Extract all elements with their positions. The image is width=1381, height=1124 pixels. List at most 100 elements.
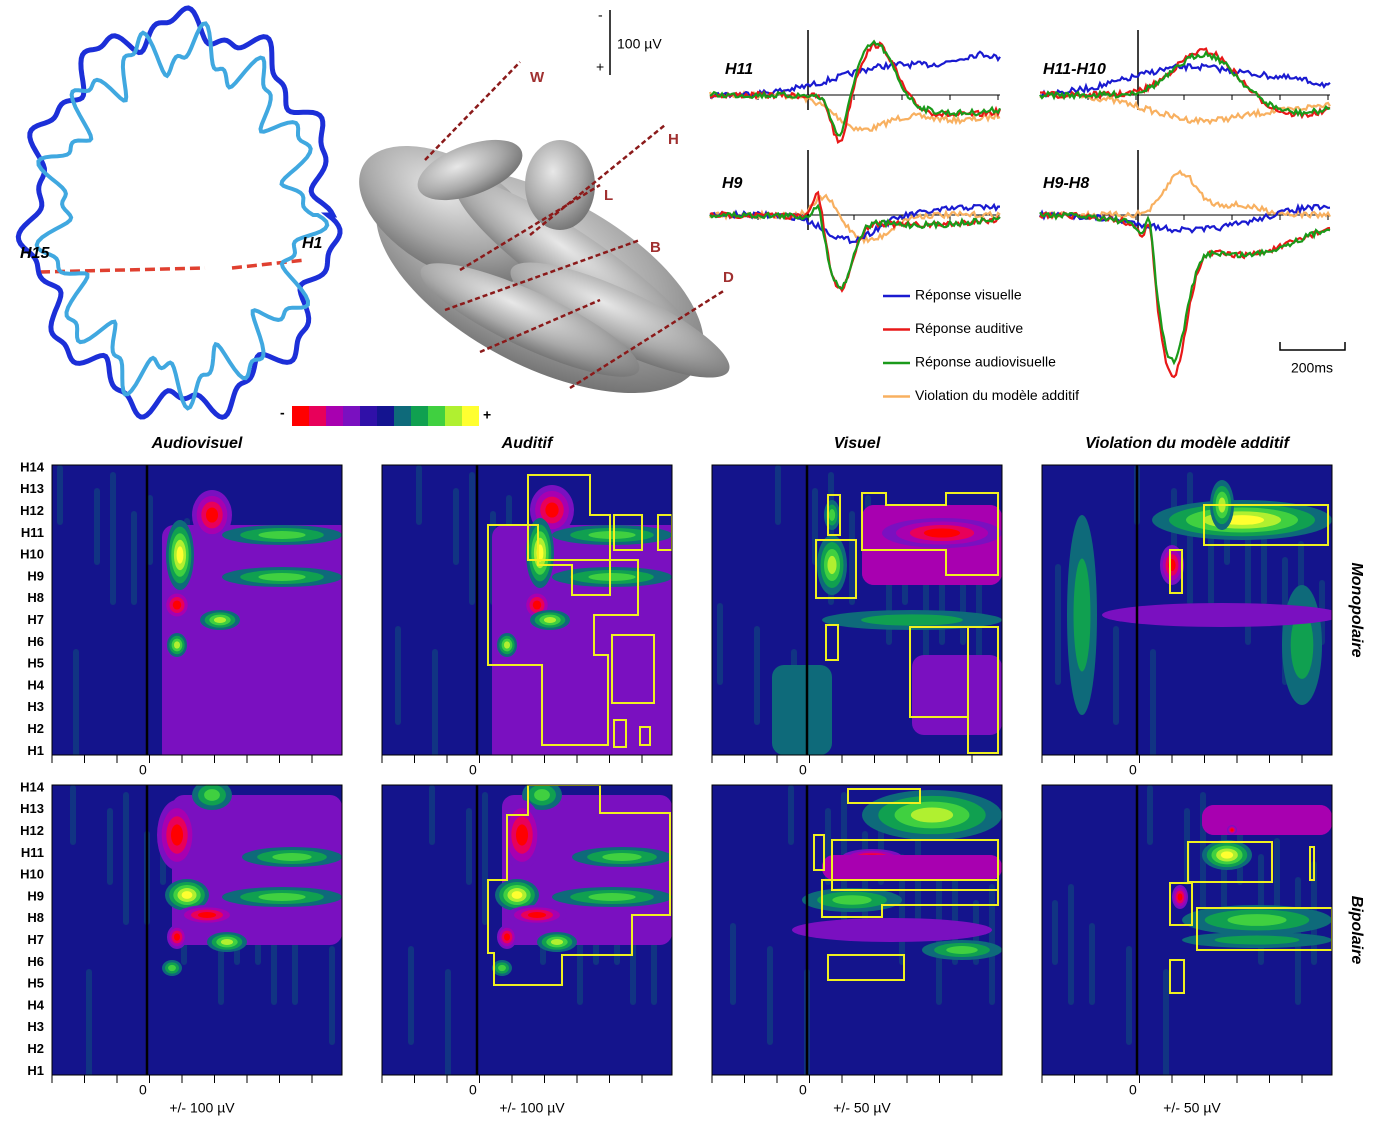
- heatmap-blob: [911, 807, 953, 822]
- heatmap-region: [822, 855, 1002, 880]
- x-label: +/- 50 µV: [1163, 1100, 1221, 1116]
- heatmap-blob: [545, 502, 558, 517]
- y-label: H3: [27, 1019, 44, 1034]
- streak: [788, 785, 794, 845]
- heatmap-blob: [588, 573, 635, 581]
- electrode-label: L: [604, 187, 613, 204]
- colorbar-segment: [343, 406, 360, 426]
- streak: [849, 511, 855, 605]
- y-label: H2: [27, 721, 44, 736]
- heatmap-blob: [861, 614, 963, 625]
- colorbar-segment: [428, 406, 445, 426]
- y-label: H5: [27, 656, 44, 671]
- heatmap-blob: [832, 895, 871, 904]
- scale-bar-label: 100 µV: [617, 36, 662, 52]
- colorbar-segment: [309, 406, 326, 426]
- heatmap: [1042, 785, 1332, 1085]
- heatmap-blob: [258, 893, 305, 901]
- trace-label: H9: [722, 175, 743, 192]
- heatmap-blob: [504, 933, 510, 940]
- figure: H15H1WHLBD-100 µV+-+H11H11-H10H9H9-H8Rép…: [0, 0, 1381, 1124]
- streak: [1068, 884, 1074, 1005]
- heatmap-blob: [171, 824, 183, 845]
- y-label: H11: [21, 845, 44, 860]
- zero-label: 0: [799, 1082, 807, 1098]
- streak: [1126, 946, 1132, 1045]
- heatmap: [52, 465, 352, 765]
- column-title: Auditif: [501, 435, 554, 452]
- trace: [1040, 93, 1330, 124]
- legend-label: Violation du modèle additif: [915, 387, 1079, 403]
- heatmap-blob: [174, 933, 180, 940]
- colorbar-segment: [394, 406, 411, 426]
- column-title: Visuel: [834, 435, 881, 452]
- row-label: Bipolaire: [1348, 896, 1365, 965]
- electrode-label: H: [668, 131, 679, 148]
- heatmap-blob: [792, 918, 992, 942]
- y-label: H8: [27, 910, 44, 925]
- heatmap-blob: [1230, 828, 1233, 831]
- y-label: H4: [27, 997, 44, 1012]
- y-label: H12: [20, 503, 44, 518]
- colorbar-segment: [377, 406, 394, 426]
- heatmap-blob: [206, 507, 218, 522]
- heatmap: [382, 465, 682, 765]
- heatmap-blob: [174, 641, 180, 648]
- streak: [466, 808, 472, 885]
- trace: [1040, 205, 1330, 232]
- streak: [1147, 785, 1153, 845]
- streak: [1052, 900, 1058, 965]
- legend-label: Réponse audiovisuelle: [915, 354, 1056, 370]
- heatmap-blob: [182, 891, 193, 899]
- heatmap-blob: [827, 556, 836, 574]
- legend-label: Réponse visuelle: [915, 287, 1022, 303]
- heatmap-blob: [1074, 558, 1091, 671]
- time-bar: [1280, 342, 1345, 350]
- streak: [915, 838, 921, 925]
- trace: [1040, 213, 1330, 377]
- heatmap-blob: [534, 789, 550, 801]
- zero-label: 0: [799, 762, 807, 778]
- streak: [754, 626, 760, 725]
- heatmap-region: [912, 655, 1002, 735]
- colorbar-label: +: [483, 407, 491, 423]
- y-label: H3: [27, 699, 44, 714]
- heatmap-blob: [258, 573, 305, 581]
- colorbar-segment: [445, 406, 462, 426]
- heatmap-blob: [1215, 935, 1300, 944]
- trace: [1040, 212, 1330, 362]
- heatmap-blob: [588, 893, 635, 901]
- y-label: H11: [21, 525, 44, 540]
- zero-label: 0: [469, 762, 477, 778]
- heatmap-region: [1202, 805, 1332, 835]
- y-label: H9: [27, 568, 44, 583]
- x-label: +/- 50 µV: [833, 1100, 891, 1116]
- streak: [730, 923, 736, 1005]
- trace-label: H9-H8: [1043, 175, 1089, 192]
- streak: [110, 472, 116, 605]
- electrode-label: D: [723, 269, 734, 286]
- heatmap-blob: [258, 531, 305, 539]
- y-label: H7: [27, 932, 44, 947]
- y-label: H4: [27, 677, 44, 692]
- heatmap-blob: [498, 965, 506, 971]
- streak: [469, 472, 475, 605]
- heatmap-blob: [168, 965, 176, 971]
- zero-label: 0: [469, 1082, 477, 1098]
- streak: [1055, 564, 1061, 685]
- trace-label: H11: [725, 61, 753, 78]
- time-bar-label: 200ms: [1291, 360, 1333, 376]
- brain-3d: [336, 117, 742, 439]
- streak: [131, 511, 137, 605]
- streak: [123, 792, 129, 925]
- colorbar-segment: [292, 406, 309, 426]
- y-label: H2: [27, 1041, 44, 1056]
- legend-label: Réponse auditive: [915, 320, 1023, 336]
- brain-label: H1: [302, 235, 323, 252]
- column-title: Violation du modèle additif: [1085, 435, 1291, 452]
- y-label: H1: [27, 1063, 44, 1078]
- y-label: H12: [20, 823, 44, 838]
- y-label: H14: [20, 459, 45, 474]
- streak: [395, 626, 401, 725]
- y-label: H13: [20, 481, 44, 496]
